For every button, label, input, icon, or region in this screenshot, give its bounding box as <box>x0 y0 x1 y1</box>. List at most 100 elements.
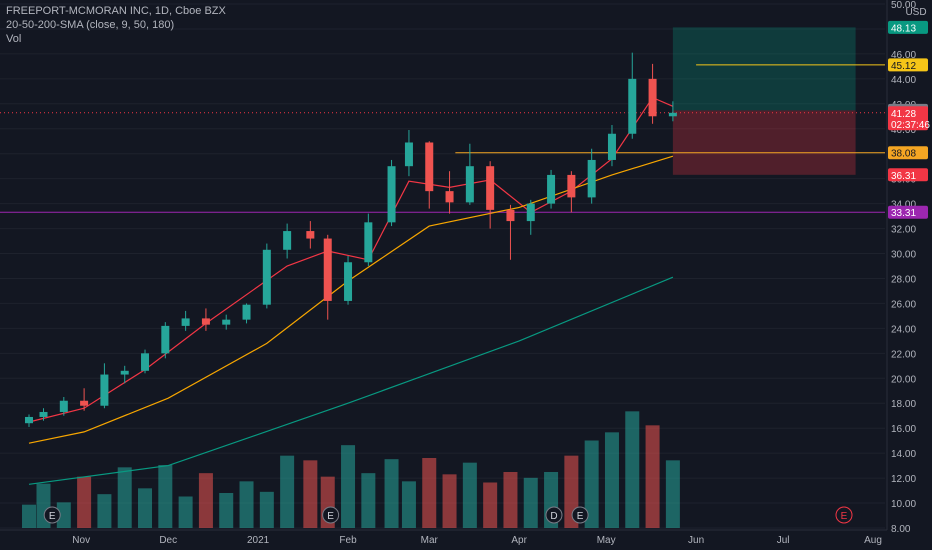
symbol-title[interactable]: FREEPORT-MCMORAN INC, 1D, Cboe BZX <box>6 5 226 17</box>
x-tick-label: Jul <box>777 535 790 546</box>
y-tick-label: 10.00 <box>891 499 916 510</box>
sma-line <box>28 276 674 485</box>
candle-body <box>141 353 150 371</box>
volume-bar <box>503 472 518 528</box>
x-tick-label: Apr <box>511 535 527 546</box>
event-marker-label: E <box>49 511 56 522</box>
volume-bar <box>483 482 498 528</box>
candle-body <box>404 142 413 167</box>
candle-body <box>25 416 34 424</box>
price-label-text: 33.31 <box>891 208 916 219</box>
event-marker-label: E <box>327 511 334 522</box>
x-tick-label: Nov <box>72 535 90 546</box>
candle-body <box>120 370 129 375</box>
candle-body <box>587 159 596 198</box>
event-marker-earnings[interactable] <box>835 506 853 524</box>
candle-body <box>364 222 373 263</box>
x-tick-label: Mar <box>421 535 439 546</box>
volume-bar <box>280 455 295 528</box>
candle-body <box>100 374 109 406</box>
y-tick-label: 34.00 <box>891 200 916 211</box>
candle-body <box>547 174 556 204</box>
price-label-badge <box>888 106 928 131</box>
x-tick-label: Aug <box>864 535 882 546</box>
y-tick-label: 8.00 <box>891 524 911 535</box>
candle-body <box>80 400 89 406</box>
volume-bar <box>341 445 356 528</box>
candle-body <box>567 174 576 198</box>
price-label-badge <box>888 58 928 72</box>
price-label-text: 41.28 <box>891 109 916 120</box>
y-tick-label: 28.00 <box>891 274 916 285</box>
event-marker-dividend[interactable] <box>545 506 563 524</box>
volume-bar <box>303 460 318 528</box>
candle-body <box>59 400 68 412</box>
volume-bar <box>523 477 538 528</box>
position-target-zone[interactable] <box>672 27 856 111</box>
candle-body <box>445 191 454 203</box>
candle-body <box>323 238 332 301</box>
volume-bar <box>239 481 254 528</box>
price-label-text: 45.12 <box>891 61 916 72</box>
candle-body <box>607 133 616 160</box>
volume-bar <box>158 465 173 528</box>
x-tick-label: 2021 <box>247 535 270 546</box>
candle-body <box>201 318 210 325</box>
candle-body <box>506 209 515 222</box>
price-label-text: 38.08 <box>891 149 916 160</box>
candle-body <box>161 325 170 354</box>
x-tick-label: Feb <box>339 535 357 546</box>
volume-bar <box>384 459 399 528</box>
price-label-badge <box>888 20 928 34</box>
y-tick-label: 44.00 <box>891 75 916 86</box>
candle-body <box>648 78 657 117</box>
volume-bar <box>198 473 213 528</box>
candle-body <box>306 231 315 239</box>
volume-bar <box>56 502 71 528</box>
volume-bar <box>442 474 457 528</box>
event-marker-earnings[interactable] <box>322 506 340 524</box>
indicator-label[interactable]: 20-50-200-SMA (close, 9, 50, 180) <box>6 19 175 31</box>
candle-body <box>222 319 231 325</box>
candle-body <box>283 231 292 250</box>
volume-bar <box>645 425 660 528</box>
y-tick-label: 14.00 <box>891 449 916 460</box>
candle-body <box>425 142 434 192</box>
chart-legend: FREEPORT-MCMORAN INC, 1D, Cboe BZX 20-50… <box>6 4 226 46</box>
candle-body <box>344 262 353 301</box>
y-tick-label: 24.00 <box>891 324 916 335</box>
volume-bar <box>22 504 37 528</box>
price-label-badge <box>888 168 928 182</box>
y-tick-label: 50.00 <box>891 0 916 11</box>
volume-bar <box>138 488 153 528</box>
y-tick-label: 32.00 <box>891 225 916 236</box>
volume-bar <box>665 460 680 528</box>
countdown-label: 02:37:46 <box>891 120 930 131</box>
volume-bar <box>361 473 376 528</box>
price-label-badge <box>888 146 928 160</box>
event-marker-earnings[interactable] <box>571 506 589 524</box>
candle-body <box>39 411 48 417</box>
candle-body <box>262 249 271 305</box>
currency-label: USD <box>905 7 926 18</box>
volume-label[interactable]: Vol <box>6 33 22 45</box>
y-tick-label: 46.00 <box>891 50 916 61</box>
y-tick-label: 16.00 <box>891 424 916 435</box>
volume-bar <box>422 458 437 528</box>
candle-body <box>526 203 535 222</box>
volume-bar <box>259 491 274 528</box>
price-label-badge <box>888 205 928 219</box>
y-tick-label: 20.00 <box>891 374 916 385</box>
candle-body <box>668 112 677 117</box>
event-marker-label: E <box>841 511 848 522</box>
volume-bar <box>401 481 416 528</box>
x-tick-label: Jun <box>688 535 704 546</box>
position-stop-zone[interactable] <box>672 110 856 175</box>
volume-bar <box>219 493 234 528</box>
y-tick-label: 30.00 <box>891 250 916 261</box>
candle-body <box>465 166 474 203</box>
event-marker-earnings[interactable] <box>43 506 61 524</box>
x-tick-label: May <box>597 535 616 546</box>
candle-body <box>242 304 251 320</box>
